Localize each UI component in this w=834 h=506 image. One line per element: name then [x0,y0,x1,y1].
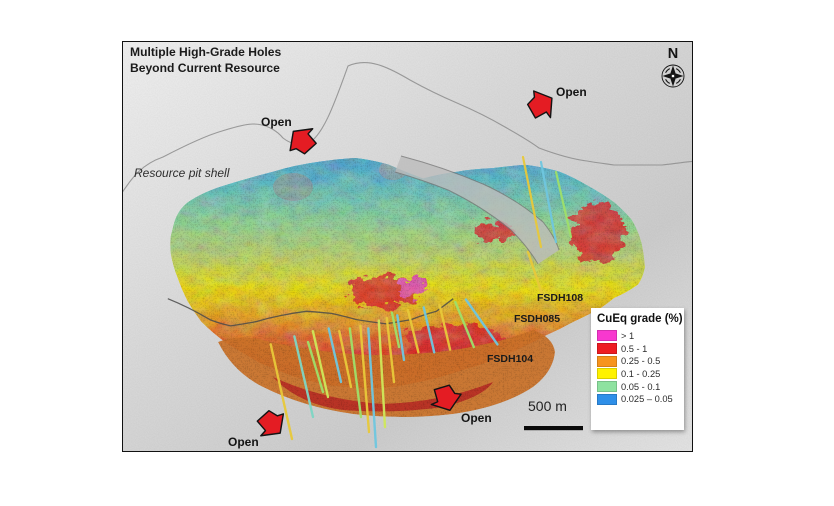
svg-text:N: N [668,46,678,62]
svg-text:500 m: 500 m [528,398,567,414]
svg-text:FSDH085: FSDH085 [514,313,560,325]
svg-text:Open: Open [261,115,292,129]
svg-text:FSDH104: FSDH104 [487,353,533,365]
svg-text:Open: Open [461,411,492,425]
svg-text:Open: Open [228,435,259,449]
svg-text:FSDH108: FSDH108 [537,292,583,304]
svg-text:Open: Open [556,85,587,99]
